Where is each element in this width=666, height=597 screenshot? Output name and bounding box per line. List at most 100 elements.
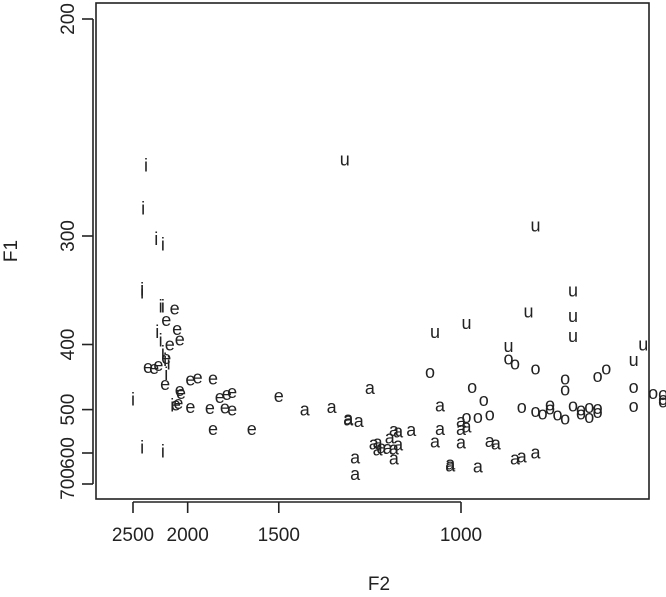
x-tick-label: 2500 xyxy=(112,525,154,546)
data-point-u: u xyxy=(568,326,578,346)
data-point-o: o xyxy=(479,390,489,410)
data-point-o: o xyxy=(473,407,483,427)
data-point-e: e xyxy=(220,398,230,418)
data-point-u: u xyxy=(340,149,350,169)
data-point-i: i xyxy=(144,155,148,175)
data-point-a: a xyxy=(385,428,396,448)
data-point-o: o xyxy=(576,400,586,420)
data-point-o: o xyxy=(462,407,472,427)
y-tick-label: 500 xyxy=(58,394,79,426)
data-point-i: i xyxy=(159,296,163,316)
data-point-i: i xyxy=(161,442,165,462)
data-point-i: i xyxy=(163,350,167,370)
data-point-a: a xyxy=(300,400,311,420)
y-tick-label: 300 xyxy=(58,220,79,252)
data-point-u: u xyxy=(638,335,648,355)
data-point-u: u xyxy=(531,216,541,236)
data-point-i: i xyxy=(170,395,174,415)
data-point-o: o xyxy=(576,404,586,424)
data-point-i: i xyxy=(159,330,163,350)
data-point-a: a xyxy=(393,422,404,442)
data-point-i: i xyxy=(161,342,165,362)
data-point-a: a xyxy=(350,448,361,468)
data-point-o: o xyxy=(593,398,603,418)
data-point-o: o xyxy=(517,397,527,417)
x-axis-title: F2 xyxy=(368,574,390,595)
data-point-e: e xyxy=(175,380,185,400)
data-point-e: e xyxy=(160,374,170,394)
data-point-a: a xyxy=(462,417,473,437)
data-point-a: a xyxy=(389,420,400,440)
data-point-i: i xyxy=(141,198,145,218)
data-point-e: e xyxy=(173,393,183,413)
x-tick-label: 2000 xyxy=(167,525,209,546)
data-point-a: a xyxy=(445,456,456,476)
data-point-a: a xyxy=(383,438,394,458)
data-point-u: u xyxy=(629,350,639,370)
data-point-a: a xyxy=(327,397,338,417)
data-point-o: o xyxy=(568,395,578,415)
x-tick-label: 1500 xyxy=(258,525,300,546)
data-point-a: a xyxy=(491,434,502,454)
data-point-o: o xyxy=(584,397,594,417)
data-point-e: e xyxy=(208,369,218,389)
data-point-i: i xyxy=(164,364,168,384)
data-point-e: e xyxy=(274,386,284,406)
data-point-o: o xyxy=(531,359,541,379)
data-point-e: e xyxy=(153,355,163,375)
data-point-e: e xyxy=(149,358,159,378)
y-axis-title: F1 xyxy=(1,240,22,262)
data-point-a: a xyxy=(445,453,456,473)
data-point-a: a xyxy=(510,448,521,468)
data-point-o: o xyxy=(601,359,611,379)
plot-frame xyxy=(95,2,650,500)
data-point-i: i xyxy=(155,322,159,342)
data-point-a: a xyxy=(435,395,446,415)
data-point-a: a xyxy=(354,411,365,431)
data-point-u: u xyxy=(568,280,578,300)
data-point-o: o xyxy=(552,405,562,425)
data-point-u: u xyxy=(430,322,440,342)
data-point-o: o xyxy=(485,405,495,425)
x-tick-label: 1000 xyxy=(440,525,482,546)
data-point-a: a xyxy=(406,420,417,440)
data-point-a: a xyxy=(485,431,496,451)
y-tick-label: 400 xyxy=(58,329,79,361)
data-point-o: o xyxy=(531,401,541,421)
data-point-i: i xyxy=(161,235,165,255)
data-point-u: u xyxy=(524,301,534,321)
data-point-e: e xyxy=(175,330,185,350)
data-point-e: e xyxy=(176,383,186,403)
data-point-o: o xyxy=(658,384,666,404)
data-point-i: i xyxy=(167,354,171,374)
data-point-u: u xyxy=(462,313,472,333)
data-point-o: o xyxy=(629,396,639,416)
y-tick-label: 700 xyxy=(58,468,79,500)
data-point-a: a xyxy=(373,439,384,459)
data-point-e: e xyxy=(161,348,171,368)
x-axis-ticks: 2500 2000 1500 1000 xyxy=(112,502,482,546)
data-point-o: o xyxy=(629,377,639,397)
data-point-i: i xyxy=(140,283,144,303)
data-point-o: o xyxy=(648,383,658,403)
y-tick-label: 600 xyxy=(58,437,79,469)
data-point-e: e xyxy=(172,319,182,339)
data-point-e: e xyxy=(185,397,195,417)
data-point-a: a xyxy=(389,448,400,468)
data-point-e: e xyxy=(208,419,218,439)
data-point-a: a xyxy=(517,447,528,467)
data-point-e: e xyxy=(171,394,181,414)
data-point-o: o xyxy=(658,389,666,409)
data-point-u: u xyxy=(568,306,578,326)
data-point-e: e xyxy=(185,369,195,389)
y-tick-label: 200 xyxy=(58,3,79,35)
data-point-o: o xyxy=(593,366,603,386)
data-point-e: e xyxy=(247,419,257,439)
data-point-o: o xyxy=(658,392,666,412)
data-point-e: e xyxy=(143,357,153,377)
data-point-e: e xyxy=(170,298,180,318)
data-point-e: e xyxy=(227,382,237,402)
data-point-a: a xyxy=(473,457,484,477)
